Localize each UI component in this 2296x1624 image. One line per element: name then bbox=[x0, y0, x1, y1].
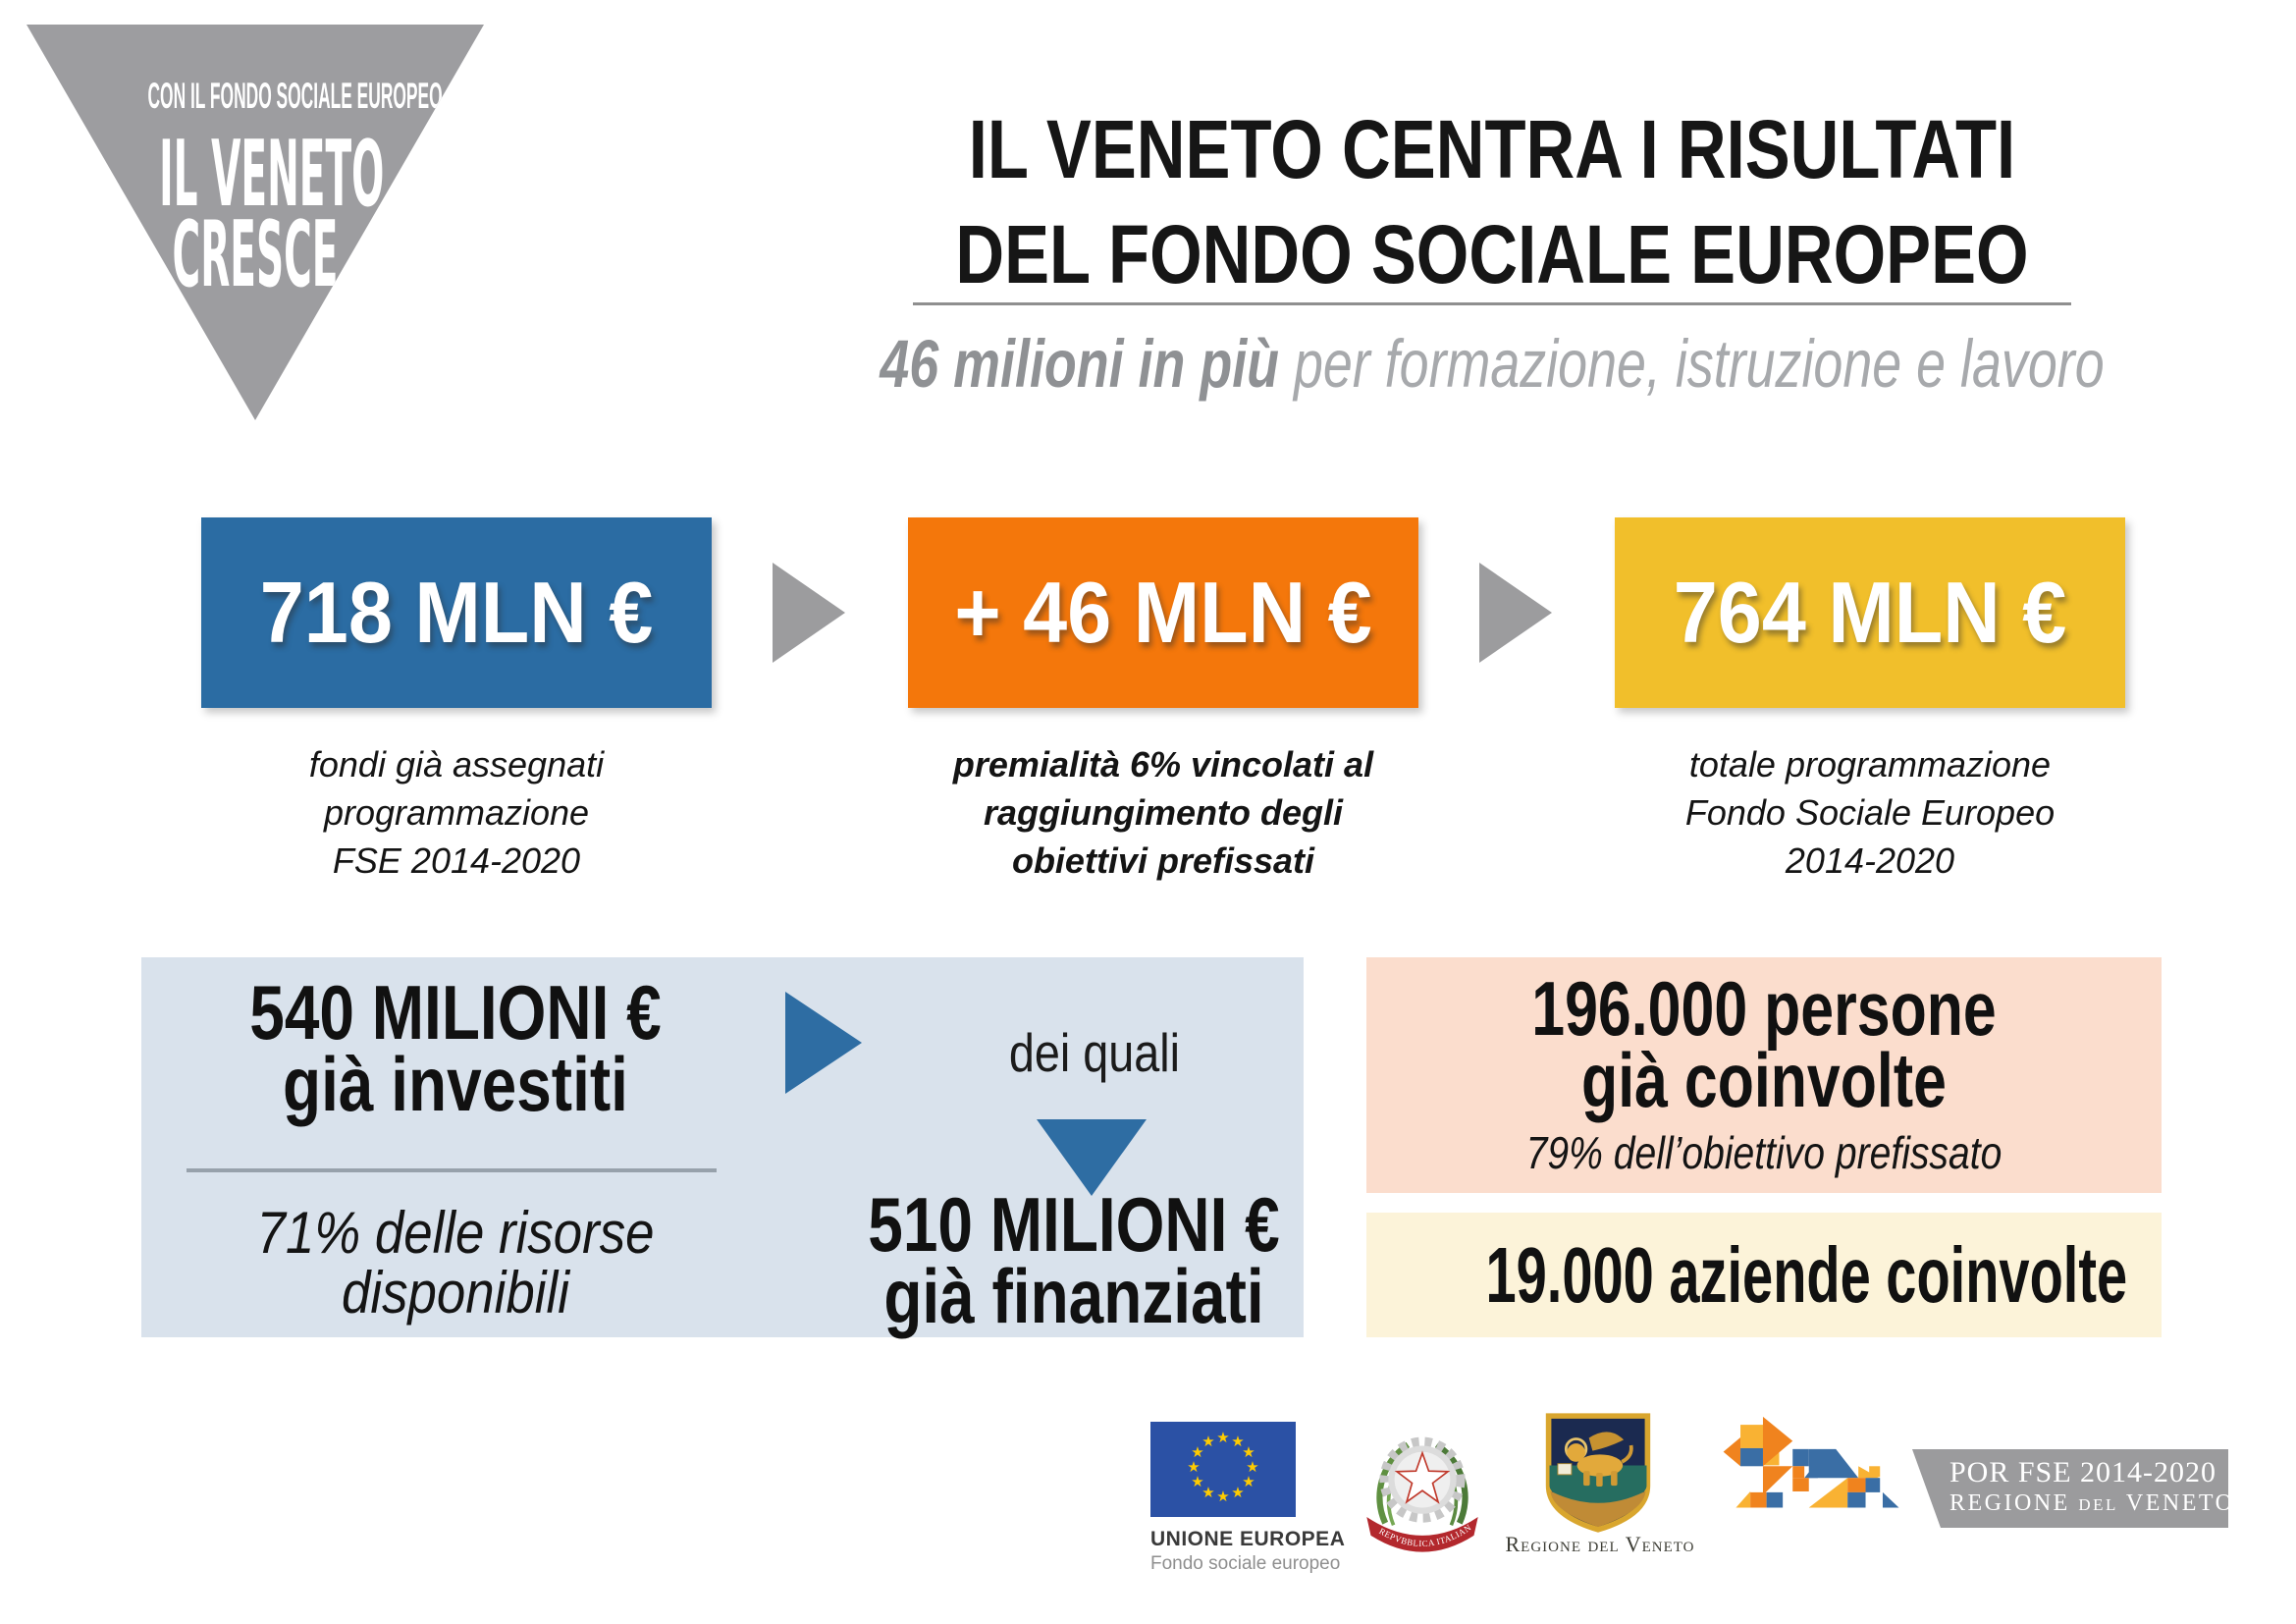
veneto-shield-logo bbox=[1545, 1413, 1651, 1533]
star-icon: ★ bbox=[1242, 1443, 1255, 1461]
title-divider bbox=[913, 302, 2071, 305]
star-icon: ★ bbox=[1242, 1473, 1255, 1490]
flow-arrow-icon bbox=[1479, 563, 1552, 663]
invested-headline-line1: 540 MILIONI € bbox=[249, 969, 662, 1056]
veneto-cresce-triangle: CON IL FONDO SOCIALE EUROPEO IL VENETO C… bbox=[27, 25, 484, 420]
star-icon: ★ bbox=[1201, 1433, 1215, 1450]
people-panel: 196.000 persone già coinvolte 79% dell’o… bbox=[1366, 957, 2162, 1193]
star-icon: ★ bbox=[1246, 1458, 1259, 1476]
invested-headline: 540 MILIONI € già investiti bbox=[214, 969, 697, 1128]
por-fse-banner: POR FSE 2014-2020 REGIONE del VENETO bbox=[1912, 1449, 2228, 1528]
star-icon: ★ bbox=[1216, 1488, 1230, 1505]
page-title-line2: DEL FONDO SOCIALE EUROPEO bbox=[955, 208, 2029, 300]
financed-headline: 510 MILIONI € già finanziati bbox=[840, 1181, 1308, 1340]
caption-line: programmazione bbox=[323, 791, 590, 833]
star-icon: ★ bbox=[1201, 1484, 1215, 1501]
invested-note-line1: 71% delle risorse bbox=[256, 1200, 655, 1266]
eu-flag-logo: ★ ★ ★ ★ ★ ★ ★ ★ ★ ★ ★ ★ bbox=[1150, 1422, 1296, 1517]
triangle-headline: IL VENETO CRESCE bbox=[159, 121, 385, 307]
star-icon: ★ bbox=[1231, 1433, 1245, 1450]
star-icon: ★ bbox=[1191, 1473, 1204, 1490]
financed-headline-line2: già finanziati bbox=[883, 1253, 1264, 1340]
flow-arrow-icon bbox=[773, 563, 845, 663]
subtitle-highlight: 46 milioni in più bbox=[880, 326, 1280, 402]
right-arrow-icon bbox=[785, 992, 862, 1094]
eu-flag-subtitle: Fondo sociale europeo bbox=[1150, 1553, 1341, 1574]
people-headline-line1: 196.000 persone bbox=[1531, 965, 1997, 1052]
invested-note-line2: disponibili bbox=[342, 1260, 569, 1326]
flow-box-718mln-caption: fondi già assegnati programmazione FSE 2… bbox=[162, 741, 751, 886]
flow-box-764mln-caption: totale programmazione Fondo Sociale Euro… bbox=[1575, 741, 2164, 886]
caption-line: obiettivi prefissati bbox=[1011, 839, 1315, 881]
star-icon: ★ bbox=[1231, 1484, 1245, 1501]
companies-panel: 19.000 aziende coinvolte bbox=[1366, 1213, 2162, 1337]
caption-line: premialità 6% vincolati al bbox=[952, 744, 1374, 785]
flow-box-plus46mln-value: + 46 MLN € bbox=[954, 564, 1372, 661]
flow-box-764mln: 764 MLN € bbox=[1615, 517, 2125, 708]
caption-line: raggiungimento degli bbox=[984, 791, 1343, 833]
eu-flag-title: UNIONE EUROPEA bbox=[1150, 1528, 1346, 1550]
page-title-line1: IL VENETO CENTRA I RISULTATI bbox=[968, 103, 2016, 195]
triangle-headline-line2: CRESCE bbox=[172, 200, 339, 307]
por-banner-line1: POR FSE 2014-2020 bbox=[1949, 1456, 2217, 1489]
people-note: 79% dell’obiettivo prefissato bbox=[1525, 1127, 2002, 1178]
triangle-headline-line1: IL VENETO bbox=[159, 121, 385, 227]
subtitle: 46 milioni in più per formazione, istruz… bbox=[864, 330, 2119, 398]
caption-line: 2014-2020 bbox=[1785, 839, 1955, 881]
star-icon: ★ bbox=[1216, 1429, 1230, 1446]
flow-box-764mln-value: 764 MLN € bbox=[1673, 564, 2067, 661]
triangle-kicker: CON IL FONDO SOCIALE EUROPEO bbox=[147, 76, 443, 116]
por-banner-line2: REGIONE del VENETO bbox=[1949, 1490, 2235, 1516]
invested-headline-line2: già investiti bbox=[283, 1041, 628, 1128]
invested-divider bbox=[187, 1168, 717, 1172]
subtitle-rest: per formazione, istruzione e lavoro bbox=[1279, 326, 2105, 402]
flow-box-718mln: 718 MLN € bbox=[201, 517, 712, 708]
flow-box-plus46mln-caption: premialità 6% vincolati al raggiungiment… bbox=[869, 741, 1458, 886]
companies-headline: 19.000 aziende coinvolte bbox=[1485, 1231, 2128, 1319]
people-headline: 196.000 persone già coinvolte bbox=[1454, 965, 2074, 1124]
caption-line: fondi già assegnati bbox=[308, 744, 605, 785]
financed-headline-line1: 510 MILIONI € bbox=[868, 1181, 1280, 1268]
caption-line: FSE 2014-2020 bbox=[332, 839, 581, 881]
veneto-logo-label: Regione del Veneto bbox=[1505, 1532, 1695, 1556]
star-icon: ★ bbox=[1187, 1458, 1201, 1476]
caption-line: totale programmazione bbox=[1688, 744, 2052, 785]
flow-box-718mln-value: 718 MLN € bbox=[259, 564, 654, 661]
flow-box-plus46mln: + 46 MLN € bbox=[908, 517, 1418, 708]
invested-note: 71% delle risorse disponibili bbox=[196, 1200, 715, 1326]
connector-label: dei quali bbox=[1008, 1022, 1181, 1083]
people-headline-line2: già coinvolte bbox=[1581, 1037, 1947, 1124]
italy-emblem-logo: REPVBBLICA ITALIANA bbox=[1361, 1420, 1478, 1552]
star-icon: ★ bbox=[1191, 1443, 1204, 1461]
por-fse-lion-logo bbox=[1723, 1416, 1899, 1508]
caption-line: Fondo Sociale Europeo bbox=[1684, 791, 2056, 833]
invested-panel: 540 MILIONI € già investiti 71% delle ri… bbox=[141, 957, 1304, 1337]
